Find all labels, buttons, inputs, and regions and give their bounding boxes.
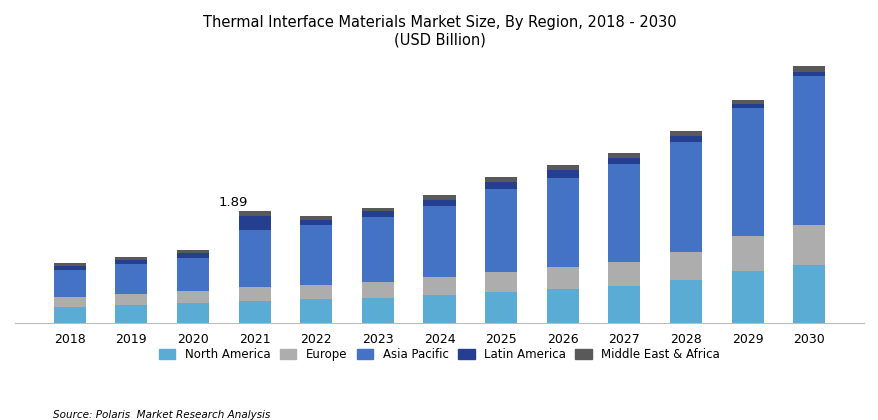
Bar [608, 164, 640, 262]
Bar [793, 225, 824, 265]
Bar [793, 66, 824, 71]
Bar [176, 303, 209, 323]
Bar [176, 291, 209, 303]
Bar [546, 165, 579, 171]
Bar [608, 262, 640, 286]
Bar [238, 301, 270, 323]
Bar [485, 178, 516, 182]
Bar [176, 258, 209, 291]
Bar [54, 263, 85, 265]
Bar [423, 200, 455, 206]
Bar [362, 211, 393, 218]
Bar [54, 297, 85, 307]
Bar [730, 271, 763, 323]
Bar [362, 282, 393, 298]
Bar [730, 100, 763, 104]
Bar [608, 152, 640, 158]
Bar [793, 265, 824, 323]
Bar [176, 253, 209, 258]
Title: Thermal Interface Materials Market Size, By Region, 2018 - 2030
(USD Billion): Thermal Interface Materials Market Size,… [203, 15, 675, 47]
Bar [793, 71, 824, 76]
Bar [608, 286, 640, 323]
Bar [115, 294, 148, 305]
Bar [238, 287, 270, 301]
Bar [238, 216, 270, 231]
Bar [669, 136, 702, 142]
Bar [546, 268, 579, 289]
Bar [485, 182, 516, 189]
Bar [299, 225, 332, 285]
Bar [546, 178, 579, 268]
Bar [485, 292, 516, 323]
Text: 1.89: 1.89 [218, 196, 248, 209]
Bar [115, 257, 148, 260]
Bar [423, 206, 455, 278]
Bar [299, 216, 332, 220]
Bar [299, 285, 332, 299]
Bar [362, 218, 393, 282]
Bar [423, 195, 455, 200]
Bar [115, 305, 148, 323]
Bar [54, 307, 85, 323]
Bar [730, 108, 763, 236]
Bar [546, 289, 579, 323]
Bar [54, 270, 85, 297]
Bar [423, 278, 455, 295]
Bar [299, 299, 332, 323]
Bar [608, 158, 640, 164]
Bar [238, 231, 270, 287]
Bar [730, 104, 763, 108]
Bar [423, 295, 455, 323]
Bar [669, 252, 702, 281]
Bar [669, 142, 702, 252]
Bar [362, 298, 393, 323]
Bar [238, 211, 270, 216]
Bar [115, 264, 148, 294]
Bar [485, 189, 516, 271]
Bar [299, 220, 332, 225]
Legend: North America, Europe, Asia Pacific, Latin America, Middle East & Africa: North America, Europe, Asia Pacific, Lat… [154, 343, 724, 365]
Bar [793, 76, 824, 225]
Bar [669, 281, 702, 323]
Bar [176, 250, 209, 253]
Bar [669, 131, 702, 136]
Bar [546, 171, 579, 178]
Bar [115, 260, 148, 264]
Bar [730, 236, 763, 271]
Text: Source: Polaris  Market Research Analysis: Source: Polaris Market Research Analysis [53, 410, 270, 420]
Bar [485, 271, 516, 292]
Bar [362, 208, 393, 211]
Bar [54, 265, 85, 270]
